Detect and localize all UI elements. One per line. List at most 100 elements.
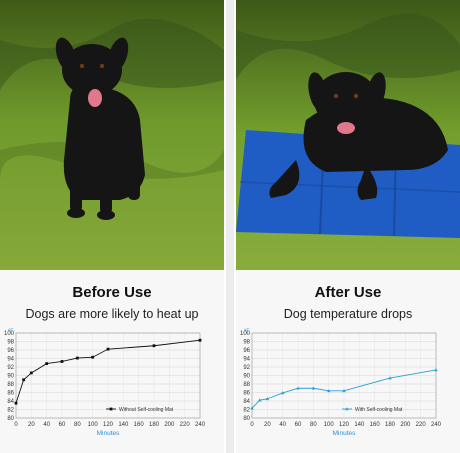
y-tick-label: 96 <box>243 348 250 354</box>
y-tick-label: 80 <box>7 416 14 422</box>
dog-tongue <box>88 89 102 107</box>
data-point-marker <box>106 347 110 351</box>
data-point-marker <box>311 386 316 390</box>
legend-label: Without Self-cooling Mat <box>119 407 174 413</box>
y-tick-label: 98 <box>7 340 14 346</box>
data-point-marker <box>45 362 49 365</box>
before-use-panel: Before Use Dogs are more likely to heat … <box>0 0 224 453</box>
plot-frame <box>251 332 437 419</box>
y-tick-label: 100 <box>240 331 251 337</box>
after-use-caption: After Use Dog temperature drops 80 82 84 86… <box>236 270 460 453</box>
y-tick-label: 100 <box>4 331 15 337</box>
panel-divider <box>226 0 234 453</box>
data-point-marker <box>342 389 346 393</box>
y-tick-label: 86 <box>243 391 250 397</box>
x-tick-label: 120 <box>339 422 350 428</box>
x-tick-label: 40 <box>279 422 286 428</box>
data-point-marker <box>434 368 438 372</box>
x-tick-label: 0 <box>14 422 18 428</box>
y-tick-label: 84 <box>243 399 250 405</box>
x-tick-label: 220 <box>416 422 427 428</box>
x-tick-label: 220 <box>180 422 191 428</box>
dog-eye <box>79 63 85 69</box>
dog-standing-illustration <box>0 0 224 270</box>
data-point-marker <box>250 406 254 410</box>
y-tick-label: 98 <box>243 340 250 346</box>
temperature-chart-without-mat: 80 82 84 86 88 90 92 94 96 98 100 0 20 40 60 80 100 120 14… <box>4 329 206 438</box>
x-tick-label: 140 <box>354 422 365 428</box>
data-point-marker <box>29 371 33 375</box>
y-tick-label: 92 <box>243 365 250 371</box>
dog-lying-on-mat-photo <box>236 0 460 270</box>
dog-tongue <box>337 122 355 134</box>
series-line <box>15 339 201 404</box>
y-tick-label: 80 <box>243 416 250 422</box>
x-tick-label: 20 <box>28 422 35 428</box>
dog-eye <box>99 63 105 69</box>
shadow-stripe <box>236 13 460 80</box>
y-tick-label: 90 <box>7 374 14 380</box>
series-line <box>251 369 437 409</box>
data-point-marker <box>280 391 285 395</box>
x-tick-label: 240 <box>431 422 442 428</box>
x-tick-label: 180 <box>385 422 396 428</box>
after-use-heading: After Use <box>314 284 382 301</box>
y-axis-unit-label: °F <box>244 329 250 335</box>
data-point-marker <box>198 338 202 342</box>
data-point-marker <box>265 397 270 401</box>
y-tick-label: 82 <box>7 408 14 414</box>
x-tick-label: 40 <box>43 422 50 428</box>
x-tick-label: 20 <box>264 422 271 428</box>
y-tick-label: 94 <box>243 357 250 363</box>
x-tick-label: 200 <box>164 422 175 428</box>
x-tick-label: 0 <box>250 422 254 428</box>
y-tick-label: 84 <box>7 399 14 405</box>
dog-eye <box>333 93 339 99</box>
legend-marker <box>345 407 349 411</box>
data-point-marker <box>14 401 18 405</box>
y-tick-label: 88 <box>243 382 250 388</box>
data-point-marker <box>91 355 95 359</box>
y-tick-label: 96 <box>7 348 14 354</box>
x-tick-label: 80 <box>74 422 81 428</box>
x-tick-label: 100 <box>324 422 335 428</box>
x-tick-label: 100 <box>88 422 99 428</box>
dog-standing-on-grass-photo <box>0 0 224 270</box>
data-point-marker <box>22 378 26 382</box>
before-use-caption: Before Use Dogs are more likely to heat … <box>0 270 224 453</box>
x-tick-label: 120 <box>103 422 114 428</box>
x-tick-label: 160 <box>134 422 145 428</box>
after-use-subheading: Dog temperature drops <box>283 307 413 321</box>
x-tick-label: 160 <box>370 422 381 428</box>
x-axis-label: Minutes <box>333 430 357 437</box>
x-tick-label: 200 <box>400 422 411 428</box>
data-point-marker <box>296 386 300 390</box>
x-tick-label: 80 <box>310 422 317 428</box>
data-point-marker <box>388 376 392 380</box>
y-tick-label: 86 <box>7 391 14 397</box>
temperature-chart-with-mat: 80 82 84 86 88 90 92 94 96 98 100 0 20 40 60 80 100 120 14… <box>240 329 442 438</box>
dog-eye <box>353 93 359 99</box>
after-use-panel: After Use Dog temperature drops 80 82 84 86… <box>236 0 460 453</box>
legend-marker <box>109 407 113 411</box>
legend-label: With Self-cooling Mat <box>355 407 403 413</box>
x-axis-label: Minutes <box>97 430 121 437</box>
x-tick-label: 240 <box>195 422 206 428</box>
y-tick-label: 92 <box>7 365 14 371</box>
black-dog-lying <box>269 72 448 200</box>
x-tick-label: 140 <box>118 422 129 428</box>
plot-frame <box>15 332 201 419</box>
y-tick-label: 88 <box>7 382 14 388</box>
y-tick-label: 94 <box>7 357 14 363</box>
data-point-marker <box>326 389 331 393</box>
y-tick-label: 82 <box>243 408 250 414</box>
x-tick-label: 180 <box>149 422 160 428</box>
before-use-heading: Before Use <box>72 284 152 301</box>
data-point-marker <box>152 344 156 348</box>
data-point-marker <box>257 398 262 402</box>
data-point-marker <box>60 360 64 363</box>
dog-lying-illustration <box>236 0 460 270</box>
y-axis-unit-label: °F <box>8 329 14 335</box>
x-tick-label: 60 <box>295 422 302 428</box>
y-tick-label: 90 <box>243 374 250 380</box>
